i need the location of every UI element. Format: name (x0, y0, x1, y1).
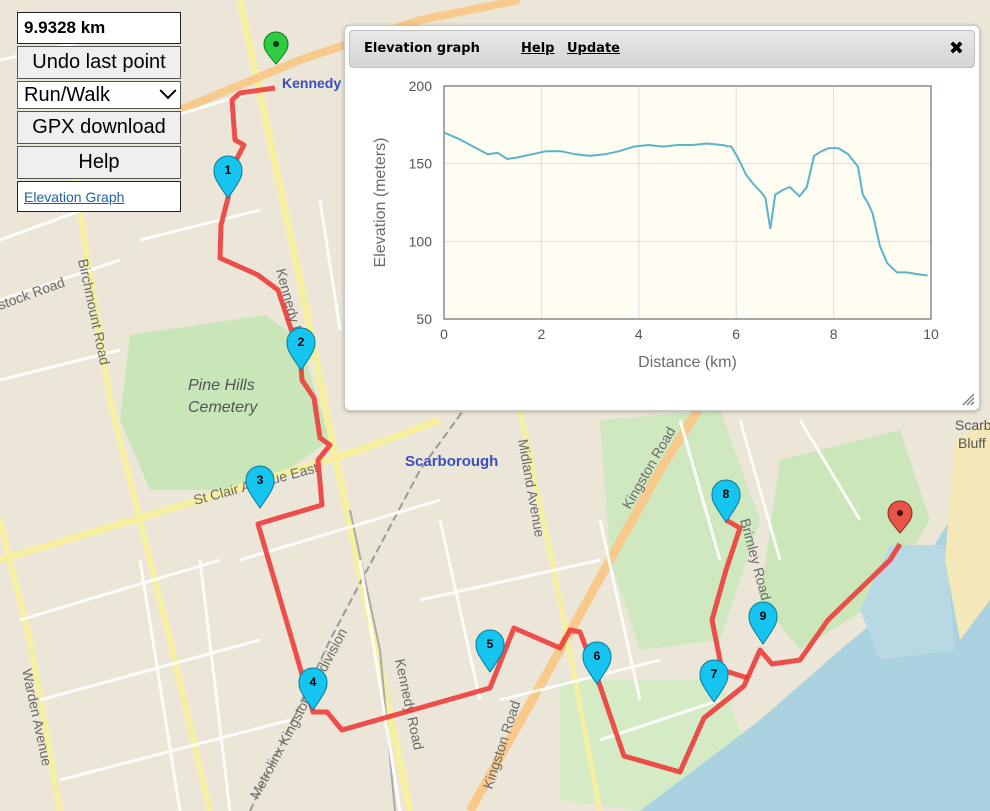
x-tick-label: 4 (635, 326, 643, 342)
plot-border (443, 85, 932, 320)
waypoint-marker-7[interactable]: 7 (699, 659, 729, 703)
elevation-graph-link[interactable]: Elevation Graph (24, 188, 125, 205)
y-tick-label: 150 (409, 156, 433, 172)
undo-button[interactable]: Undo last point (17, 46, 181, 79)
cemetery-area (120, 315, 330, 490)
marina (860, 545, 955, 660)
y-axis-label: Elevation (meters) (372, 138, 389, 268)
x-tick-label: 6 (732, 326, 740, 342)
waypoint-marker-8[interactable]: 8 (711, 479, 741, 523)
x-tick-label: 10 (923, 326, 939, 342)
gpx-download-button[interactable]: GPX download (17, 111, 181, 144)
beach (945, 420, 990, 640)
waypoint-label: 9 (760, 609, 767, 623)
waypoint-label: 7 (711, 667, 718, 681)
label-bluffs: Bluff (958, 435, 986, 451)
waypoint-label: 8 (723, 487, 730, 501)
elevation-update-link[interactable]: Update (567, 41, 620, 56)
waypoint-markers: 1 2 3 4 5 6 7 8 9 (213, 155, 778, 711)
park-area-2 (760, 430, 930, 650)
waypoint-label: 1 (225, 163, 232, 177)
elevation-chart: 0 2 4 6 8 10 50 100 150 200 Distance (km) Elevation… (372, 78, 939, 371)
activity-select[interactable]: Run/Walk (17, 81, 181, 109)
waypoint-label: 2 (298, 335, 305, 349)
waypoint-label: 5 (487, 637, 494, 651)
x-tick-label: 0 (440, 326, 448, 342)
x-axis-label: Distance (km) (638, 354, 737, 371)
x-tick-label: 8 (830, 326, 838, 342)
road-birchmount (67, 149, 213, 811)
label-kennedy-station: Kennedy (282, 75, 341, 91)
waypoint-marker-5[interactable]: 5 (475, 629, 505, 673)
plot-area (443, 85, 932, 320)
waypoint-label: 6 (594, 649, 601, 663)
elevation-panel-title: Elevation graph (364, 41, 480, 56)
start-marker[interactable] (263, 31, 289, 65)
label-pine-hills: Pine Hills (188, 377, 255, 394)
end-marker[interactable] (887, 500, 913, 534)
chevron-down-icon (159, 82, 177, 100)
elevation-line (443, 131, 928, 277)
elevation-link-box: Elevation Graph (17, 181, 181, 212)
resize-handle-icon[interactable] (961, 392, 975, 406)
distance-readout: 9.9328 km (17, 12, 181, 44)
y-tick-label: 200 (409, 78, 433, 94)
label-cemetery: Cemetery (188, 399, 258, 416)
waypoint-label: 4 (310, 675, 317, 689)
route-line[interactable] (217, 85, 903, 775)
elevation-panel: Elevation graph Help Update ✖ 0 2 4 6 8 10 50 1… (344, 25, 980, 411)
lake (640, 420, 990, 811)
waypoint-marker-3[interactable]: 3 (245, 465, 275, 509)
waypoint-marker-1[interactable]: 1 (213, 155, 243, 199)
x-tick-label: 2 (538, 326, 546, 342)
waypoint-marker-9[interactable]: 9 (748, 601, 778, 645)
road-stclair (0, 416, 442, 564)
close-icon[interactable]: ✖ (948, 38, 964, 59)
waypoint-marker-6[interactable]: 6 (582, 641, 612, 685)
road-midland (517, 409, 603, 811)
label-scarborough: Scarborough (405, 453, 498, 470)
help-button[interactable]: Help (17, 146, 181, 179)
label-scarborough-bluffs: Scarboro (955, 417, 990, 433)
waypoint-marker-4[interactable]: 4 (298, 667, 328, 711)
waypoint-marker-2[interactable]: 2 (286, 327, 316, 371)
elevation-panel-header[interactable]: Elevation graph Help Update ✖ (349, 30, 975, 68)
control-panel: 9.9328 km Undo last point Run/Walk GPX d… (17, 12, 181, 212)
activity-select-value: Run/Walk (24, 83, 110, 106)
railway (249, 359, 501, 811)
waypoint-label: 3 (257, 473, 264, 487)
y-tick-label: 50 (416, 311, 432, 327)
elevation-help-link[interactable]: Help (521, 41, 555, 56)
y-tick-label: 100 (409, 233, 433, 249)
road-warden (0, 519, 63, 811)
